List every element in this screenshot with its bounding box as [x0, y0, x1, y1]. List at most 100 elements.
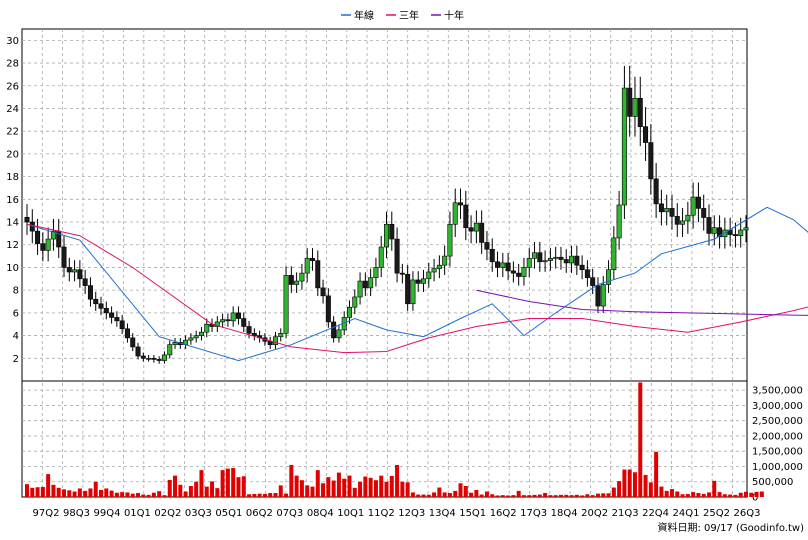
candlestick	[93, 291, 99, 311]
candlestick	[547, 248, 553, 271]
moving-average-line	[26, 206, 808, 362]
candlestick	[458, 188, 464, 220]
volume-bar	[590, 495, 595, 497]
candlestick	[378, 235, 384, 278]
volume-bar	[294, 475, 299, 497]
candlestick	[563, 249, 569, 273]
candlestick	[135, 342, 141, 360]
volume-bar	[532, 494, 537, 497]
price-tick-label: 22	[6, 127, 19, 138]
volume-bar	[25, 484, 29, 497]
candlestick	[109, 306, 115, 324]
candlestick	[489, 238, 495, 272]
x-tick-label: 02Q2	[154, 508, 181, 519]
candlestick	[140, 352, 146, 362]
x-tick-label: 15Q1	[459, 508, 486, 519]
volume-bar	[685, 493, 690, 497]
x-tick-label: 18Q4	[551, 508, 578, 519]
candlestick	[452, 188, 458, 237]
volume-bar	[173, 475, 178, 497]
volume-bar	[299, 480, 304, 497]
candlestick	[72, 260, 78, 282]
x-tick-label: 17Q3	[520, 508, 547, 519]
candlestick	[643, 107, 649, 161]
volume-bar	[30, 487, 35, 497]
volume-bar	[585, 494, 590, 497]
candlestick	[267, 336, 273, 349]
volume-bar	[701, 493, 706, 497]
candlestick	[394, 227, 400, 283]
volume-bar	[622, 469, 627, 497]
candlestick	[119, 314, 125, 335]
x-tick-label: 98Q3	[63, 508, 90, 519]
candlestick	[146, 354, 152, 362]
volume-bar	[225, 468, 230, 497]
candlestick	[103, 301, 109, 320]
candlestick	[526, 248, 532, 278]
volume-bar	[638, 382, 643, 497]
volume-bar	[114, 492, 119, 497]
price-tick-label: 10	[6, 263, 19, 274]
volume-bar	[305, 485, 310, 497]
volume-bar	[654, 451, 659, 497]
candlestick	[516, 263, 522, 286]
x-tick-label: 06Q2	[246, 508, 273, 519]
candlestick	[82, 269, 88, 294]
volume-bar	[395, 464, 400, 497]
volume-tick-label: 3,500,000	[752, 386, 803, 397]
candlestick	[637, 76, 643, 147]
volume-tick-label: 1,000,000	[752, 462, 803, 473]
volume-bar	[194, 481, 199, 497]
volume-bar	[437, 487, 442, 497]
x-tick-label: 26Q3	[734, 508, 761, 519]
volume-bar	[759, 491, 764, 497]
volume-bar	[659, 486, 664, 497]
candlestick	[188, 333, 194, 345]
candlestick	[442, 245, 448, 275]
volume-bar	[606, 493, 611, 497]
volume-bar	[463, 486, 468, 497]
volume-bar	[506, 495, 511, 497]
volume-bar	[484, 491, 489, 497]
candlestick	[399, 263, 405, 284]
candlestick	[584, 260, 590, 287]
volume-bar	[67, 490, 72, 497]
volume-bar	[125, 492, 130, 497]
candlestick	[558, 246, 564, 270]
candlestick	[156, 356, 162, 364]
volume-bar	[77, 488, 82, 497]
volume-bar	[490, 494, 495, 497]
candlestick	[130, 333, 136, 352]
volume-bar	[421, 494, 426, 497]
svg-text:年線: 年線	[354, 9, 374, 22]
volume-bar	[204, 486, 209, 497]
volume-bar	[146, 494, 151, 497]
candlestick	[61, 235, 67, 278]
volume-bar	[728, 494, 733, 497]
candlestick	[35, 218, 41, 255]
candlestick	[87, 277, 93, 307]
candlestick	[505, 252, 511, 281]
volume-bar	[479, 494, 484, 497]
candlestick	[521, 257, 527, 286]
volume-bar	[326, 477, 331, 497]
candlestick	[627, 65, 633, 137]
candlestick	[595, 277, 601, 314]
volume-bar	[231, 468, 236, 497]
volume-bar	[178, 484, 183, 497]
x-tick-label: 01Q1	[124, 508, 151, 519]
volume-bar	[521, 495, 526, 497]
volume-bar	[447, 493, 452, 497]
volume-bar	[458, 483, 463, 497]
volume-bar	[46, 474, 51, 497]
candlestick	[352, 289, 358, 315]
candlestick	[193, 330, 199, 343]
volume-bar	[188, 486, 193, 497]
volume-bar	[410, 492, 415, 497]
candlestick	[373, 257, 379, 287]
volume-bar	[379, 475, 384, 497]
volume-bar	[347, 475, 352, 497]
volume-bar	[627, 469, 632, 497]
volume-bar	[247, 494, 252, 497]
candlestick	[590, 268, 596, 294]
